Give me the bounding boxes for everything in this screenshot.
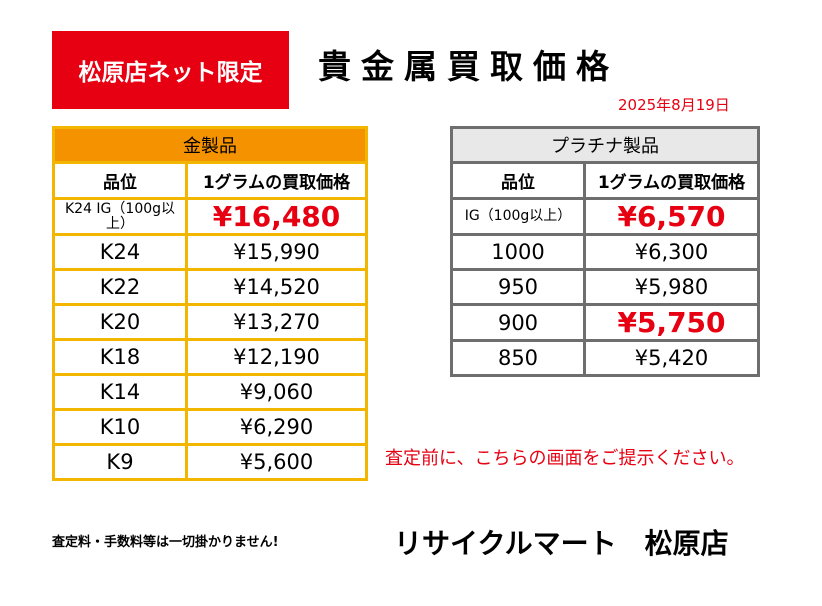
gold-grade: K18 [52,338,188,376]
table-row: 850 ¥5,420 [450,339,760,377]
gold-grade: K22 [52,268,188,306]
gold-price: ¥16,480 [185,197,368,236]
platinum-grade: 1000 [450,233,586,271]
net-limited-badge: 松原店ネット限定 [52,31,289,109]
store-name: リサイクルマート 松原店 [394,527,729,560]
gold-price-header: 1グラムの買取価格 [185,161,368,200]
table-row: 950 ¥5,980 [450,268,760,306]
table-row: K20 ¥13,270 [52,303,368,341]
platinum-price: ¥6,300 [583,233,760,271]
gold-price: ¥13,270 [185,303,368,341]
table-row: K18 ¥12,190 [52,338,368,376]
gold-grade-header: 品位 [52,161,188,200]
gold-price: ¥9,060 [185,373,368,411]
table-row: 1000 ¥6,300 [450,233,760,271]
gold-grade: K9 [52,443,188,481]
platinum-grade: IG（100g以上） [450,197,586,236]
gold-table-title: 金製品 [52,126,368,164]
table-row: IG（100g以上） ¥6,570 [450,197,760,236]
table-row: K9 ¥5,600 [52,443,368,481]
price-date: 2025年8月19日 [618,96,730,114]
gold-grade: K24 [52,233,188,271]
platinum-price: ¥5,750 [583,303,760,342]
platinum-grade: 950 [450,268,586,306]
table-row: K24 ¥15,990 [52,233,368,271]
gold-price: ¥5,600 [185,443,368,481]
gold-price: ¥15,990 [185,233,368,271]
platinum-price: ¥5,980 [583,268,760,306]
platinum-grade-header: 品位 [450,161,586,200]
platinum-table-title: プラチナ製品 [450,126,760,164]
no-fees-note: 査定料・手数料等は一切掛かりません! [52,535,279,550]
gold-price-table: 金製品 品位 1グラムの買取価格 K24 IG（100g以上） ¥16,480 … [52,126,368,481]
gold-price: ¥6,290 [185,408,368,446]
table-row: K10 ¥6,290 [52,408,368,446]
platinum-grade: 900 [450,303,586,342]
table-row: K22 ¥14,520 [52,268,368,306]
gold-grade: K10 [52,408,188,446]
show-screen-notice: 査定前に、こちらの画面をご提示ください。 [385,448,745,469]
table-row: 900 ¥5,750 [450,303,760,342]
page-title: 貴金属買取価格 [318,47,619,86]
table-row: K14 ¥9,060 [52,373,368,411]
platinum-price: ¥5,420 [583,339,760,377]
platinum-grade: 850 [450,339,586,377]
table-row: K24 IG（100g以上） ¥16,480 [52,197,368,236]
gold-price: ¥12,190 [185,338,368,376]
platinum-price-header: 1グラムの買取価格 [583,161,760,200]
gold-grade: K14 [52,373,188,411]
platinum-price: ¥6,570 [583,197,760,236]
gold-grade: K24 IG（100g以上） [52,197,188,236]
gold-grade: K20 [52,303,188,341]
platinum-price-table: プラチナ製品 品位 1グラムの買取価格 IG（100g以上） ¥6,570 10… [450,126,760,377]
gold-price: ¥14,520 [185,268,368,306]
